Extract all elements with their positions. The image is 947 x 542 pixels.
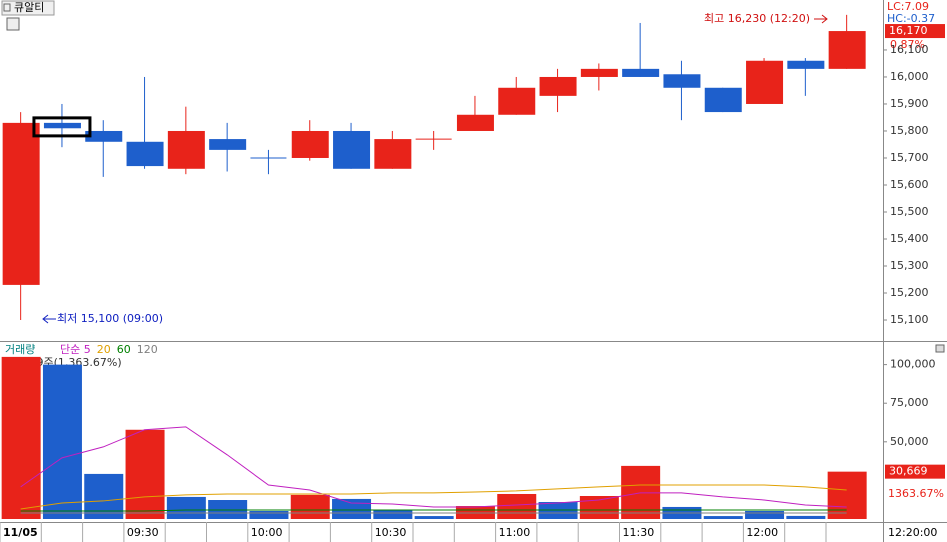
candle-body: [43, 122, 81, 129]
x-tick-label: 11:30: [623, 526, 655, 539]
y-tick-label: 16,000: [890, 70, 929, 83]
pane-close[interactable]: [935, 344, 945, 353]
volume-bar: [42, 364, 82, 519]
table-icon[interactable]: [6, 17, 20, 31]
volume-bar: [249, 510, 289, 519]
symbol-icon: [3, 3, 11, 12]
volume-bar: [786, 515, 826, 519]
low-arrow: [42, 314, 56, 324]
volume-title: 거래량: [5, 343, 35, 356]
ma-line: [20, 484, 847, 510]
symbol: 큐알티: [14, 0, 44, 14]
volume-bar: [125, 429, 165, 519]
high-arrow: [814, 14, 828, 24]
hc-label: HC:-0.37: [887, 12, 935, 25]
y-tick-label: 75,000: [890, 396, 929, 409]
y-tick-label: 15,200: [890, 286, 929, 299]
ma-line: [20, 426, 847, 508]
y-tick-label: 50,000: [890, 435, 929, 448]
candle-body: [2, 122, 40, 285]
x-tick-label: 12:00: [746, 526, 778, 539]
x-tick-label: 09:30: [127, 526, 159, 539]
candle-body: [498, 87, 536, 115]
high-label: 최고 16,230 (12:20): [704, 12, 810, 25]
volume-bar: [332, 498, 372, 519]
ma-line: [20, 509, 847, 512]
legend-entry: 60: [117, 343, 131, 356]
last-price-label: 16,170: [889, 24, 928, 37]
y-tick-label: 15,600: [890, 178, 929, 191]
y-tick-label: 15,900: [890, 97, 929, 110]
candle-body: [663, 74, 701, 88]
candle-body: [746, 60, 784, 104]
y-tick-label: 15,300: [890, 259, 929, 272]
legend-entry: 단순 5: [60, 343, 91, 356]
candle-body: [333, 130, 371, 169]
y-tick-label: 15,800: [890, 124, 929, 137]
last-ratio: 1363.67%: [888, 487, 944, 500]
candle-body: [126, 141, 164, 167]
volume-bar: [745, 510, 785, 519]
legend-entry: 20: [97, 343, 111, 356]
y-tick-label: 16,100: [890, 43, 929, 56]
last-price-box: [885, 24, 945, 39]
candle-body: [456, 114, 494, 131]
volume-bar: [373, 510, 413, 519]
candle-body: [167, 130, 205, 169]
change-label: 0.87%: [890, 38, 925, 51]
volume-bar: [290, 494, 330, 519]
x-tick-label: 11/05: [3, 526, 38, 539]
plot: 15,100 15,200 15,300 15,400 15,500 15,600 15,7…: [0, 14, 945, 542]
candle-body: [209, 139, 247, 150]
volume-bar: [497, 493, 537, 519]
selection-box: [32, 116, 92, 138]
volume-bar: [166, 496, 206, 519]
volume-bar: [208, 500, 248, 519]
volume-bar: [703, 516, 743, 519]
legend-entry: 120: [137, 343, 158, 356]
lc-label: LC:7.09: [887, 0, 929, 13]
candle-body: [291, 130, 329, 158]
volume-bar: [414, 516, 454, 519]
candle-body: [828, 31, 866, 69]
x-tick-label: 10:30: [375, 526, 407, 539]
volume-bar: [1, 356, 41, 519]
y-tick-label: 15,700: [890, 151, 929, 164]
candle-body: [374, 139, 412, 169]
candle-body: [787, 60, 825, 69]
candle-body: [622, 68, 660, 77]
symbol-button[interactable]: [1, 0, 55, 16]
candle-body: [85, 130, 123, 142]
last-value-label: 30,669: [889, 465, 928, 478]
y-tick-label: 15,100: [890, 313, 929, 326]
volume-bar: [827, 471, 867, 519]
volume-bar: [84, 473, 124, 519]
x-tick-label: 11:00: [499, 526, 531, 539]
y-tick-label: 100,000: [890, 358, 936, 371]
candle-body: [704, 87, 742, 113]
x-end-label: 12:20:00: [888, 526, 937, 539]
last-value-box: [885, 464, 945, 479]
x-tick-label: 10:00: [251, 526, 283, 539]
y-tick-label: 15,500: [890, 205, 929, 218]
y-tick-label: 15,400: [890, 232, 929, 245]
candle-body: [539, 76, 577, 96]
volume-plot: [1, 356, 867, 519]
candle-body: [580, 68, 618, 77]
low-label: 최저 15,100 (09:00): [57, 312, 163, 325]
